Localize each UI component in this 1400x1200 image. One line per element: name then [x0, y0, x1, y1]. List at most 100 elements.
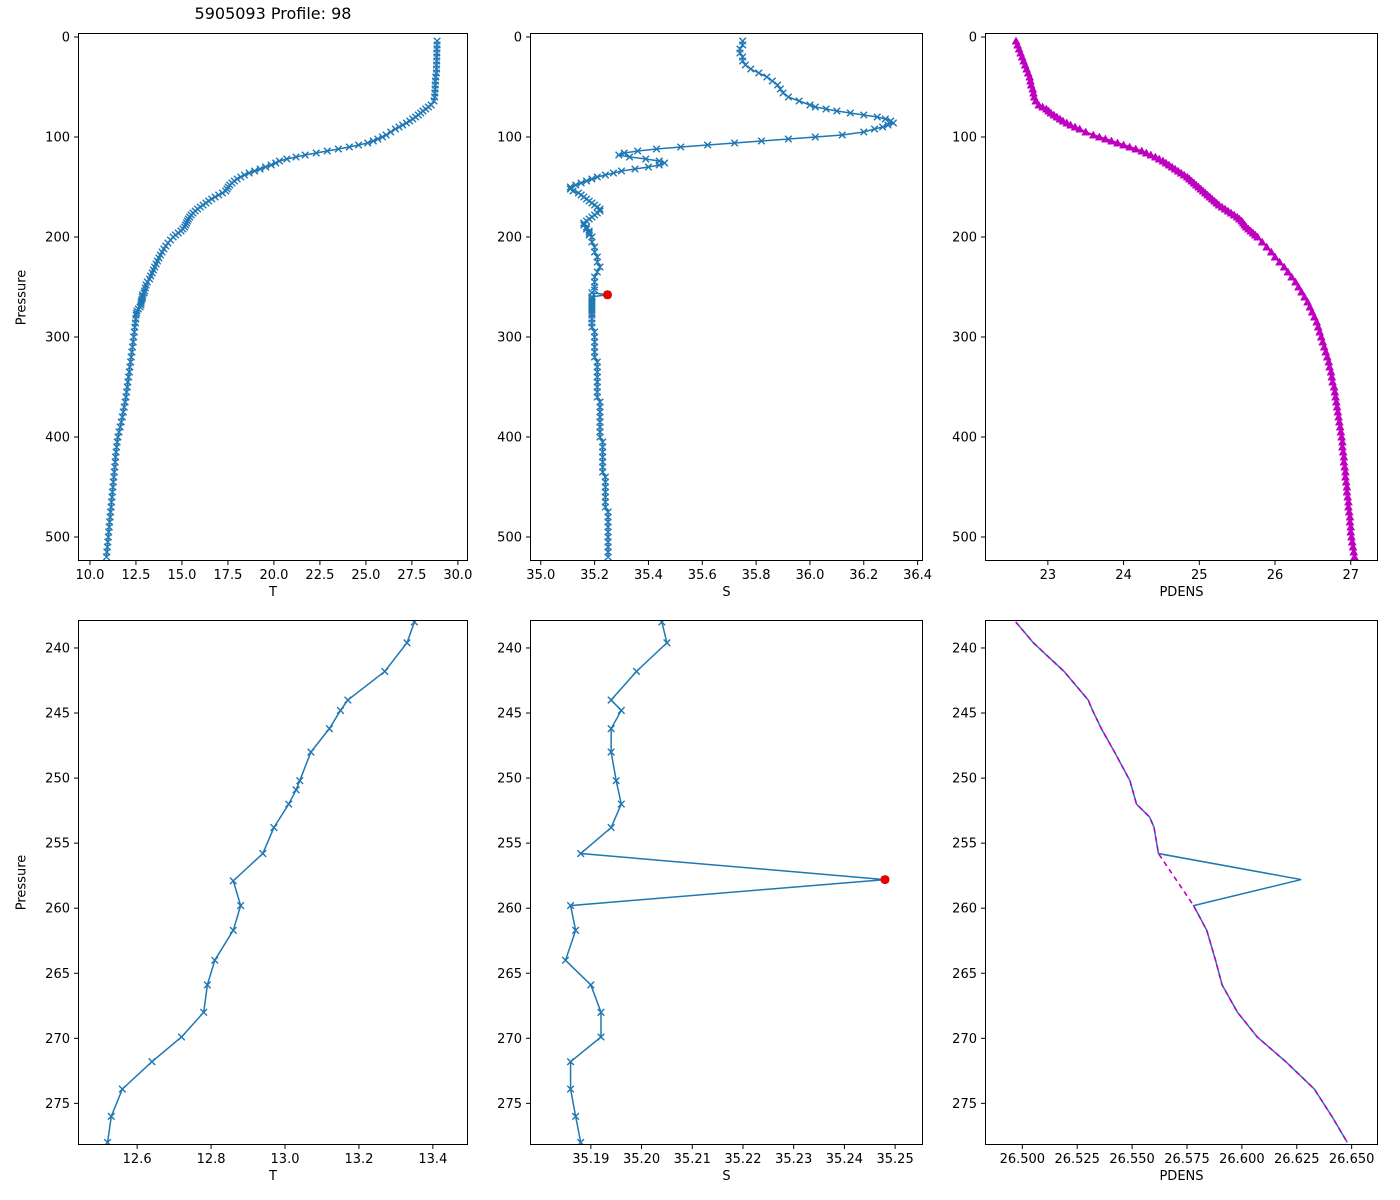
x-tick-label: 25.0 — [351, 568, 380, 583]
y-tick-label: 255 — [952, 837, 977, 852]
temperature-markers — [102, 37, 441, 561]
x-tick-label: 20.0 — [259, 568, 288, 583]
y-tick-label: 0 — [514, 31, 522, 46]
pressure-axis-label: Pressure — [14, 269, 30, 325]
density-zoom-plot-area: 26.500 26.525 26.550 26.575 26.600 26.625 26.6… — [952, 620, 1378, 1167]
y-tick-label: 400 — [45, 431, 70, 446]
flagged-sample-point-zoom — [880, 875, 890, 885]
y-tick-label: 245 — [952, 707, 977, 722]
plot-series-group — [1015, 621, 1348, 1143]
figure-title: 5905093 Profile: 98 — [194, 4, 352, 23]
density-full-plot-area: 23 24 25 26 27 0 100 200 300 400 500 — [952, 31, 1378, 583]
plot-series-group — [561, 620, 890, 1145]
y-tick-label: 0 — [969, 31, 977, 46]
salinity-zoom-line — [564, 621, 886, 1143]
x-tick-label: 12.6 — [123, 1152, 152, 1167]
y-tick-label: 270 — [497, 1032, 522, 1047]
temperature-full-plot-area: 10.0 12.5 15.0 17.5 20.0 22.5 25.0 27.5 30.0 0 100… — [45, 31, 472, 584]
y-tick-label: 250 — [45, 772, 70, 787]
ylabel-container: Pressure — [12, 620, 32, 1145]
salinity-zoom-markers — [561, 620, 889, 1145]
x-tick-label: 15.0 — [167, 568, 196, 583]
axes-spines — [985, 33, 1378, 561]
x-tick-label: 12.8 — [197, 1152, 226, 1167]
x-tick-label: 13.2 — [344, 1152, 373, 1167]
x-tick-label: 26.500 — [1000, 1152, 1045, 1167]
x-tick-label: 27 — [1342, 568, 1359, 583]
x-tick-label: 35.21 — [674, 1152, 711, 1167]
potential-density-zoom-adjusted-line — [1015, 621, 1348, 1143]
temperature-line — [105, 41, 438, 558]
subplot-density-full: 23 24 25 26 27 0 100 200 300 400 500 PDENS — [952, 31, 1378, 600]
density-axis-label: PDENS — [1159, 585, 1204, 600]
x-tick-label: 35.23 — [775, 1152, 812, 1167]
x-tick-label: 35.22 — [724, 1152, 761, 1167]
temperature-zoom-plot-area: 12.6 12.8 13.0 13.2 13.4 240 245 250 255 260 265 27… — [45, 620, 468, 1167]
x-tick-label: 36.4 — [903, 568, 932, 583]
x-tick-label: 26.575 — [1164, 1152, 1210, 1167]
pressure-axis-label: Pressure — [14, 854, 30, 911]
y-tick-label: 245 — [45, 707, 70, 722]
axes-spines — [530, 620, 923, 1145]
plot-series-group — [1011, 36, 1359, 561]
y-tick-label: 270 — [952, 1032, 977, 1047]
y-tick-label: 300 — [952, 331, 977, 346]
axes-spines — [78, 620, 468, 1145]
y-tick-label: 265 — [952, 967, 977, 982]
y-tick-label: 260 — [497, 902, 522, 917]
y-tick-label: 260 — [45, 902, 70, 917]
y-tick-label: 255 — [497, 837, 522, 852]
subplot-salinity-full: 35.0 35.2 35.4 35.6 35.8 36.0 36.2 36.4 0 100 200 3… — [497, 31, 932, 601]
salinity-full-plot-area: 35.0 35.2 35.4 35.6 35.8 36.0 36.2 36.4 0 100 200 3… — [497, 31, 932, 584]
x-tick-label: 35.20 — [623, 1152, 660, 1167]
subplot-temperature-zoom: 12.6 12.8 13.0 13.2 13.4 240 245 250 255 260 265 27… — [15, 620, 468, 1184]
x-tick-label: 26.625 — [1274, 1152, 1320, 1167]
y-tick-label: 200 — [497, 231, 522, 246]
salinity-line — [569, 41, 895, 557]
x-tick-label: 35.19 — [572, 1152, 609, 1167]
x-tick-label: 25 — [1191, 568, 1208, 583]
x-tick-label: 26.600 — [1219, 1152, 1265, 1167]
salinity-zoom-plot-area: 35.19 35.20 35.21 35.22 35.23 35.24 35.25 240 24… — [497, 620, 923, 1167]
temperature-axis-label: T — [269, 1169, 277, 1184]
y-tick-label: 260 — [952, 902, 977, 917]
y-tick-label: 275 — [45, 1097, 70, 1112]
y-tick-label: 400 — [952, 431, 977, 446]
potential-density-zoom-line — [1015, 621, 1348, 1143]
y-tick-label: 100 — [45, 131, 70, 146]
y-tick-label: 500 — [952, 531, 977, 546]
y-tick-label: 240 — [45, 641, 70, 656]
x-tick-label: 22.5 — [305, 568, 334, 583]
y-tick-label: 0 — [62, 31, 70, 46]
x-tick-label: 36.2 — [849, 568, 878, 583]
x-tick-label: 10.0 — [75, 568, 104, 583]
axes-spines — [985, 620, 1378, 1145]
y-tick-label: 275 — [497, 1097, 522, 1112]
y-tick-label: 100 — [952, 131, 977, 146]
x-tick-label: 35.6 — [688, 568, 717, 583]
axes-spines — [78, 33, 468, 561]
x-tick-label: 13.0 — [271, 1152, 300, 1167]
x-tick-label: 26 — [1267, 568, 1284, 583]
potential-density-markers — [1011, 36, 1359, 561]
y-tick-label: 500 — [45, 531, 70, 546]
y-tick-label: 400 — [497, 431, 522, 446]
salinity-markers — [566, 37, 898, 561]
y-tick-label: 275 — [952, 1097, 977, 1112]
y-tick-label: 500 — [497, 531, 522, 546]
y-tick-label: 245 — [497, 707, 522, 722]
flagged-sample-point — [603, 290, 613, 300]
subplot-density-zoom: 26.500 26.525 26.550 26.575 26.600 26.625 26.6… — [952, 620, 1378, 1184]
y-tick-label: 265 — [45, 967, 70, 982]
plot-series-group — [102, 37, 441, 561]
y-tick-label: 250 — [952, 772, 977, 787]
x-tick-label: 26.525 — [1054, 1152, 1100, 1167]
y-tick-label: 240 — [952, 641, 977, 656]
y-tick-label: 300 — [497, 331, 522, 346]
salinity-axis-label: S — [722, 1169, 731, 1184]
y-tick-label: 265 — [497, 967, 522, 982]
subplot-salinity-zoom: 35.19 35.20 35.21 35.22 35.23 35.24 35.25 240 24… — [497, 620, 923, 1184]
x-tick-label: 13.4 — [418, 1152, 447, 1167]
y-tick-label: 255 — [45, 837, 70, 852]
